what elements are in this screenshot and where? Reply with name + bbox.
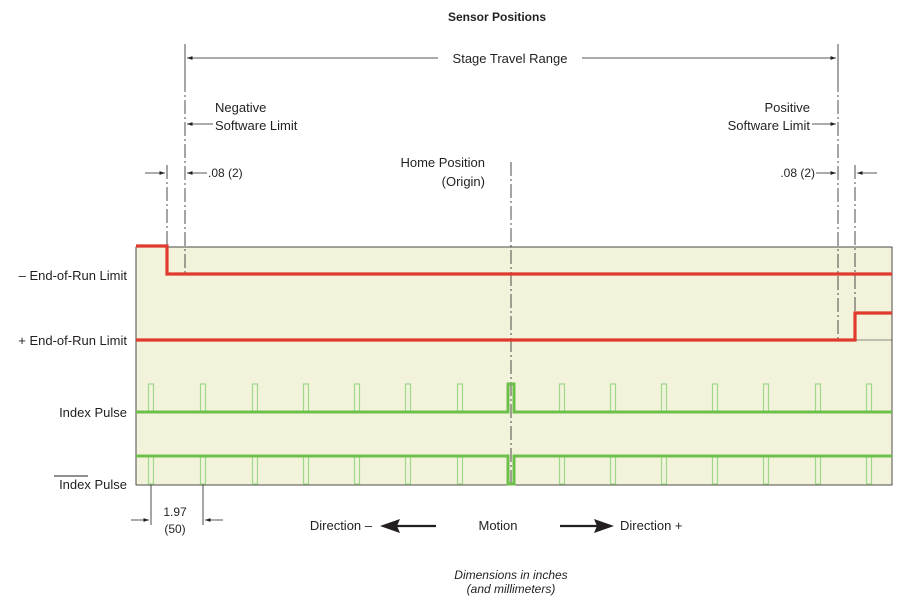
direction-negative: Direction – [310, 518, 373, 533]
positive-limit-line1: Positive [764, 100, 810, 115]
row-label-index-bar: Index Pulse [59, 477, 127, 492]
left-offset-label: .08 (2) [208, 166, 243, 180]
pitch-mm: (50) [164, 522, 185, 536]
reference-lines [166, 78, 856, 485]
units-note-line2: (and millimeters) [467, 582, 556, 596]
row-label-pos-eor: + End-of-Run Limit [18, 333, 127, 348]
right-offset-label: .08 (2) [780, 166, 815, 180]
timing-panel [135, 246, 893, 486]
home-line2: (Origin) [442, 174, 485, 189]
direction-positive: Direction + [620, 518, 683, 533]
index-bar-pulse-signal [136, 454, 892, 486]
negative-limit-line2: Software Limit [215, 118, 298, 133]
negative-limit-line1: Negative [215, 100, 266, 115]
pitch-inches: 1.97 [163, 505, 187, 519]
home-position-label: Home Position (Origin) [400, 155, 485, 189]
stage-travel-range: Stage Travel Range [184, 44, 839, 78]
units-note-line1: Dimensions in inches [454, 568, 567, 582]
home-line1: Home Position [400, 155, 485, 170]
left-offset-dimension: .08 (2) [145, 166, 243, 180]
positive-limit-line2: Software Limit [728, 118, 811, 133]
motion-indicator: Direction – Motion Direction + [310, 518, 683, 533]
index-pulse-signal [136, 382, 892, 414]
right-offset-dimension: .08 (2) [780, 166, 877, 180]
travel-label: Stage Travel Range [453, 51, 568, 66]
row-label-neg-eor: – End-of-Run Limit [19, 268, 128, 283]
motion-label: Motion [478, 518, 517, 533]
negative-software-limit-label: Negative Software Limit [187, 100, 298, 133]
pos-eor-signal [136, 311, 892, 342]
diagram-title: Sensor Positions [448, 10, 546, 24]
pitch-dimension: 1.97 (50) [131, 485, 223, 536]
row-label-index: Index Pulse [59, 405, 127, 420]
index-pulse-signals [136, 382, 892, 486]
neg-eor-signal [136, 244, 892, 276]
positive-software-limit-label: Positive Software Limit [728, 100, 836, 133]
